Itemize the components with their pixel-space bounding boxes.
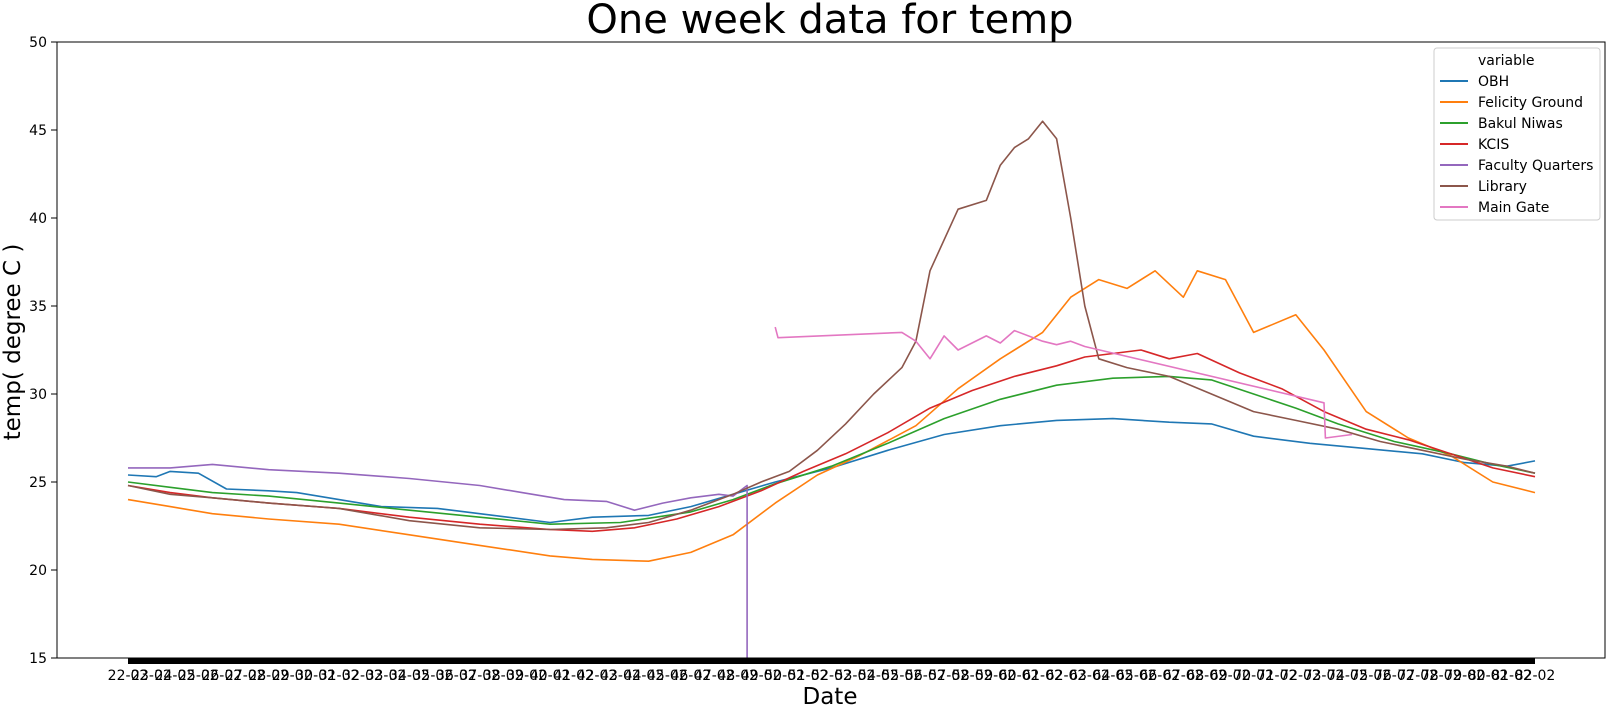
y-axis-ticks: 15 20 25 30 35 40 45 50 — [29, 35, 57, 667]
x-tick-label: 72-02 — [1280, 668, 1321, 684]
y-tick-label: 25 — [29, 475, 47, 491]
x-tick-label: 25-02 — [178, 668, 219, 684]
series-line-felicity-ground — [127, 270, 1536, 562]
x-tick-label: 68-02 — [1186, 668, 1227, 684]
x-tick-label: 70-02 — [1233, 668, 1274, 684]
y-tick-label: 15 — [29, 651, 47, 667]
x-tick-label: 24-02 — [155, 668, 196, 684]
x-tick-label: 36-02 — [436, 668, 477, 684]
legend-label: OBH — [1478, 74, 1509, 90]
series-line-bakul-niwas — [127, 375, 1536, 525]
x-tick-label: 28-02 — [248, 668, 289, 684]
x-tick-label: 33-02 — [366, 668, 407, 684]
y-tick-label: 50 — [29, 35, 47, 51]
x-tick-label: 74-02 — [1327, 668, 1368, 684]
x-tick-label: 76-02 — [1374, 668, 1415, 684]
series-line-obh — [127, 417, 1536, 524]
x-tick-label: 67-02 — [1163, 668, 1204, 684]
plot-frame — [56, 41, 1606, 659]
x-tick-label: 50-02 — [764, 668, 805, 684]
x-tick-label: 37-02 — [459, 668, 500, 684]
x-tick-label: 43-02 — [600, 668, 641, 684]
x-tick-label: 71-02 — [1257, 668, 1298, 684]
x-tick-label: 61-02 — [1022, 668, 1063, 684]
y-tick-label: 20 — [29, 563, 47, 579]
legend-title: variable — [1478, 53, 1534, 69]
x-tick-label: 29-02 — [272, 668, 313, 684]
x-tick-label: 56-02 — [905, 668, 946, 684]
y-tick-label: 40 — [29, 211, 47, 227]
x-tick-label: 80-02 — [1468, 668, 1509, 684]
legend-label: Felicity Ground — [1478, 95, 1583, 111]
x-axis-ticks: 22-0223-0224-0225-0226-0227-0228-0229-02… — [108, 658, 1556, 684]
series-line-library — [127, 120, 1536, 531]
x-tick-label: 48-02 — [717, 668, 758, 684]
x-tick-label: 54-02 — [858, 668, 899, 684]
x-tick-label: 40-02 — [530, 668, 571, 684]
x-tick-label: 59-02 — [975, 668, 1016, 684]
series-line-faculty-quarters — [128, 463, 748, 658]
chart-title: One week data for temp — [586, 0, 1073, 43]
legend-box — [1433, 47, 1601, 221]
x-tick-label: 66-02 — [1139, 668, 1180, 684]
x-tick-label: 30-02 — [295, 668, 336, 684]
x-tick-label: 65-02 — [1116, 668, 1157, 684]
x-tick-label: 53-02 — [835, 668, 876, 684]
series-line-kcis — [127, 349, 1536, 533]
legend-label: Faculty Quarters — [1478, 158, 1593, 174]
y-tick-label: 30 — [29, 387, 47, 403]
x-tick-label: 27-02 — [225, 668, 266, 684]
x-tick-label: 81-02 — [1491, 668, 1532, 684]
x-tick-label: 58-02 — [952, 668, 993, 684]
x-tick-band — [128, 658, 1535, 664]
x-tick-label: 45-02 — [647, 668, 688, 684]
y-tick-label: 35 — [29, 299, 47, 315]
x-tick-label: 78-02 — [1421, 668, 1462, 684]
x-tick-label: 23-02 — [131, 668, 172, 684]
x-tick-label: 47-02 — [694, 668, 735, 684]
x-tick-label: 64-02 — [1093, 668, 1134, 684]
x-tick-label: 31-02 — [319, 668, 360, 684]
x-tick-label: 62-02 — [1046, 668, 1087, 684]
x-tick-label: 82-02 — [1515, 668, 1556, 684]
series-lines — [127, 120, 1536, 658]
x-tick-label: 34-02 — [389, 668, 430, 684]
x-tick-label: 63-02 — [1069, 668, 1110, 684]
x-tick-label: 51-02 — [788, 668, 829, 684]
x-tick-label: 22-02 — [108, 668, 149, 684]
x-tick-label: 32-02 — [342, 668, 383, 684]
x-tick-label: 41-02 — [553, 668, 594, 684]
x-tick-label: 35-02 — [413, 668, 454, 684]
x-tick-label: 57-02 — [928, 668, 969, 684]
x-tick-label: 42-02 — [577, 668, 618, 684]
x-tick-label: 39-02 — [506, 668, 547, 684]
x-tick-label: 44-02 — [624, 668, 665, 684]
legend: variable OBH Felicity Ground Bakul Niwas KC… — [1433, 47, 1601, 221]
x-axis-label: Date — [803, 684, 858, 710]
x-tick-label: 60-02 — [999, 668, 1040, 684]
x-tick-label: 77-02 — [1397, 668, 1438, 684]
x-tick-label: 46-02 — [670, 668, 711, 684]
legend-label: Library — [1478, 179, 1527, 195]
x-tick-label: 75-02 — [1351, 668, 1392, 684]
series-line-main-gate — [774, 326, 1353, 439]
x-tick-label: 26-02 — [201, 668, 242, 684]
y-axis-label: temp( degree C ) — [0, 244, 26, 441]
x-tick-label: 52-02 — [811, 668, 852, 684]
x-tick-label: 79-02 — [1444, 668, 1485, 684]
x-tick-label: 73-02 — [1304, 668, 1345, 684]
x-tick-label: 69-02 — [1210, 668, 1251, 684]
x-tick-label: 55-02 — [882, 668, 923, 684]
legend-label: Main Gate — [1478, 200, 1549, 216]
x-tick-label: 38-02 — [483, 668, 524, 684]
legend-label: Bakul Niwas — [1478, 116, 1563, 132]
x-tick-label: 49-02 — [741, 668, 782, 684]
y-tick-label: 45 — [29, 123, 47, 139]
legend-label: KCIS — [1478, 137, 1509, 153]
